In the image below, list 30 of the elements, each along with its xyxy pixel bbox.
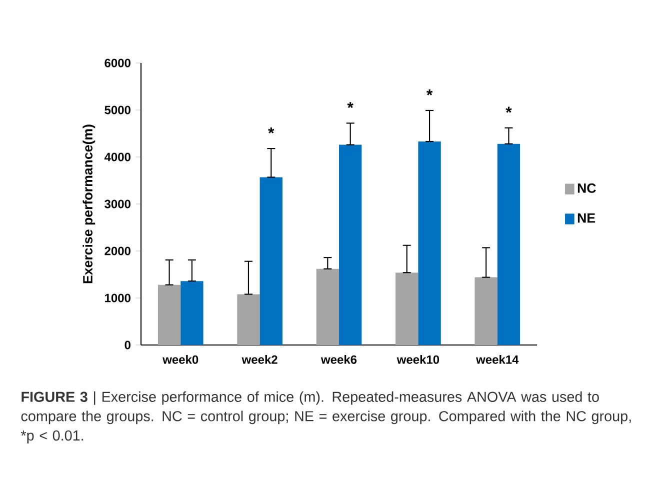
text: FIGURE 3 | Exercise performance of mice (m). Repeated-measures ANOVA was used to compare the groups. NC = control group; NE = exercise group. Compared with the NC group, *p < 0.01.	[20, 391, 631, 444]
x-tick-label: week2	[242, 355, 278, 364]
x-tick-label: week10	[396, 355, 440, 364]
annotation: *	[506, 106, 512, 113]
y-tick-label: 0	[124, 340, 130, 350]
bar	[396, 272, 418, 345]
bar	[158, 284, 181, 345]
legend-label: NC	[578, 183, 596, 193]
annotation: *	[347, 102, 354, 108]
bar	[237, 294, 260, 345]
y-axis-title: Exercise performance(m)	[82, 124, 96, 284]
y-tick-label: 6000	[104, 58, 130, 68]
bar	[497, 144, 520, 345]
bar	[418, 141, 441, 345]
y-tick-label: 4000	[104, 152, 130, 162]
bar	[260, 177, 282, 345]
bar	[316, 268, 339, 345]
bar	[339, 144, 362, 345]
y-tick-label: 3000	[104, 200, 130, 208]
annotation: *	[426, 89, 433, 96]
bar	[474, 277, 498, 345]
y-tick-label: 1000	[105, 294, 130, 302]
y-tick-label: 2000	[104, 246, 130, 256]
x-tick-label: week14	[476, 355, 519, 364]
y-tick-label: 5000	[104, 106, 130, 114]
bar	[180, 281, 204, 345]
annotation: *	[268, 127, 274, 134]
legend-label: NE	[578, 213, 596, 223]
x-tick-label: week6	[320, 355, 357, 364]
x-tick-label: week0	[162, 355, 198, 364]
